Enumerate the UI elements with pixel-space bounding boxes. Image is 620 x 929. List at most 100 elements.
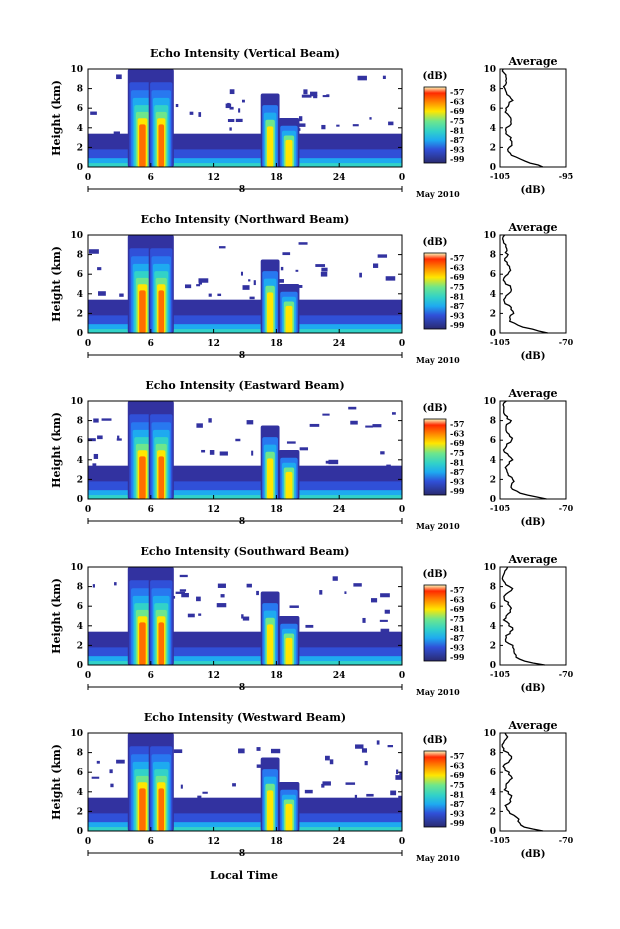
echo-speck xyxy=(373,263,379,268)
echo-speck xyxy=(208,293,212,297)
echo-speck xyxy=(196,423,203,428)
colorbar-tick-label: -87 xyxy=(450,799,464,809)
echo-speck xyxy=(173,595,176,599)
x-tick-label: 6 xyxy=(148,837,154,847)
colorbar-tick-label: -69 xyxy=(450,106,465,116)
profile-title: Average xyxy=(507,553,557,566)
profile-y-tick-label: 4 xyxy=(490,290,496,300)
echo-speck xyxy=(286,441,296,444)
colorbar-tick-label: -57 xyxy=(450,751,464,761)
echo-speck xyxy=(101,418,112,421)
echo-speck xyxy=(382,75,386,80)
y-tick-label: 2 xyxy=(77,641,83,651)
y-tick-label: 8 xyxy=(77,749,83,759)
profile-frame xyxy=(499,234,567,334)
echo-speck xyxy=(117,435,120,440)
colorbar-tick-label: -81 xyxy=(450,125,464,135)
date-label: May 2010 xyxy=(416,355,460,365)
profile-y-tick-label: 10 xyxy=(483,397,496,407)
echo-speck xyxy=(251,450,254,456)
colorbar: (dB)-57-63-69-75-81-87-93-99 xyxy=(423,237,465,330)
echo-speck xyxy=(299,447,309,451)
x-tick-label: 18 xyxy=(270,837,283,847)
colorbar-tick-label: -63 xyxy=(450,429,465,439)
x-tick-label: 6 xyxy=(148,671,154,681)
panel-3: Echo Intensity (Eastward Beam) Height (km… xyxy=(50,379,574,531)
x-tick-label: 12 xyxy=(207,505,220,515)
profile-y-tick-label: 0 xyxy=(490,827,496,837)
profile-line xyxy=(501,566,545,666)
echo-speck xyxy=(88,249,99,254)
convective-cell xyxy=(158,456,165,499)
echo-speck xyxy=(322,413,330,416)
profile-y-tick-label: 10 xyxy=(483,729,496,739)
colorbar: (dB)-57-63-69-75-81-87-93-99 xyxy=(423,403,465,496)
convective-cell xyxy=(285,471,293,499)
echo-speck xyxy=(241,614,244,619)
y-tick-label: 4 xyxy=(77,622,83,632)
colorbar-tick-label: -69 xyxy=(450,604,465,614)
y-tick-label: 4 xyxy=(77,124,83,134)
convective-cell xyxy=(139,456,146,499)
y-tick-label: 6 xyxy=(77,602,83,612)
echo-speck xyxy=(229,89,235,95)
colorbar-tick-label: -63 xyxy=(450,263,465,273)
echo-speck xyxy=(113,131,120,136)
x-tick-label: 0 xyxy=(85,173,91,183)
echo-speck xyxy=(279,279,284,283)
echo-speck xyxy=(253,280,256,286)
colorbar-tick-label: -75 xyxy=(450,614,464,624)
echo-speck xyxy=(198,112,202,117)
y-tick-label: 10 xyxy=(70,563,83,573)
colorbar-tick-label: -87 xyxy=(450,135,464,145)
x-tick-label: 18 xyxy=(270,339,283,349)
colorbar: (dB)-57-63-69-75-81-87-93-99 xyxy=(423,71,465,164)
profile-line xyxy=(501,234,548,334)
x-tick-label: 24 xyxy=(333,671,346,681)
echo-speck xyxy=(119,293,124,297)
echo-speck xyxy=(209,450,215,455)
profile-x-tick-label: -105 xyxy=(490,337,510,347)
echo-speck xyxy=(354,794,358,800)
convective-cell xyxy=(285,803,293,831)
echo-speck xyxy=(364,760,368,766)
echo-speck xyxy=(242,285,250,290)
x-tick-label: 24 xyxy=(333,173,346,183)
y-axis-label: Height (km) xyxy=(50,80,63,156)
colorbar-tick-label: -81 xyxy=(450,291,464,301)
echo-layer xyxy=(88,822,402,831)
echo-layer xyxy=(88,827,402,831)
x-tick-label: 0 xyxy=(399,173,405,183)
profile-y-tick-label: 6 xyxy=(490,436,496,446)
echo-speck xyxy=(399,771,402,776)
day-label: 8 xyxy=(239,849,245,859)
echo-speck xyxy=(184,284,192,289)
colorbar-gradient xyxy=(423,584,447,662)
echo-speck xyxy=(282,252,291,256)
echo-speck xyxy=(387,745,394,748)
echo-speck xyxy=(313,95,318,99)
echo-speck xyxy=(241,99,245,103)
echo-speck xyxy=(357,75,367,81)
panel-title: Echo Intensity (Northward Beam) xyxy=(141,213,350,226)
echo-layer xyxy=(88,661,402,665)
echo-speck xyxy=(116,74,122,80)
colorbar-gradient xyxy=(423,750,447,828)
profile-title: Average xyxy=(507,719,557,732)
echo-speck xyxy=(365,425,373,428)
y-tick-label: 2 xyxy=(77,143,83,153)
y-tick-label: 6 xyxy=(77,104,83,114)
echo-speck xyxy=(198,278,209,283)
colorbar-unit: (dB) xyxy=(423,569,448,580)
profile-y-tick-label: 6 xyxy=(490,602,496,612)
echo-speck xyxy=(114,582,117,586)
day-label: 8 xyxy=(239,185,245,195)
echo-speck xyxy=(187,613,195,618)
colorbar-tick-label: -99 xyxy=(450,320,465,330)
echo-speck xyxy=(198,613,202,616)
colorbar-tick-label: -93 xyxy=(450,809,465,819)
echo-speck xyxy=(321,124,326,130)
convective-cell xyxy=(266,790,274,831)
